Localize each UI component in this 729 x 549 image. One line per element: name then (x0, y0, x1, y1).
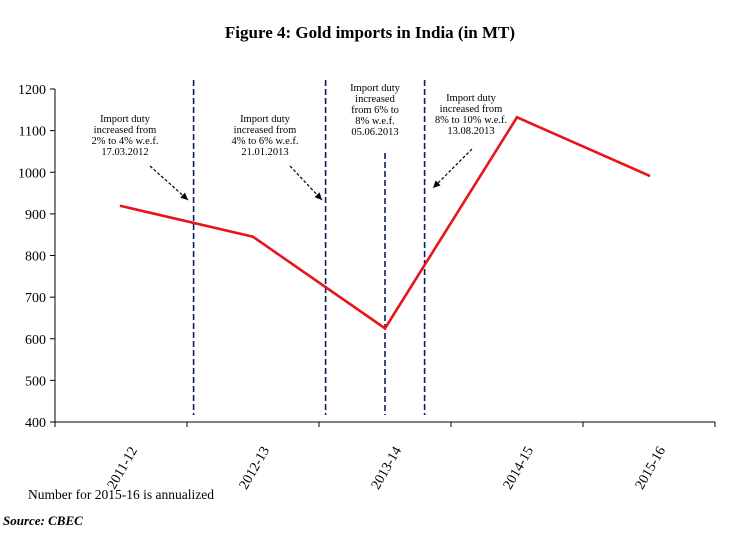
y-tick-label: 400 (25, 416, 46, 431)
y-tick-label: 600 (25, 333, 46, 348)
marker-annotation-line: Import duty (100, 114, 151, 125)
footnote: Number for 2015-16 is annualized (28, 487, 214, 502)
marker-arrow-head (314, 192, 322, 200)
marker-annotation-line: Import duty (446, 93, 497, 104)
x-tick-label: 2013-14 (369, 444, 405, 492)
x-tick-label: 2014-15 (501, 444, 537, 492)
marker-annotation-line: 17.03.2012 (101, 147, 148, 158)
marker-annotation-line: increased from (440, 104, 503, 115)
marker-annotation-line: 4% to 6% w.e.f. (232, 136, 299, 147)
y-tick-label: 1100 (19, 125, 46, 140)
data-point (515, 116, 519, 119)
x-tick-label: 2011-12 (105, 445, 141, 492)
marker-annotation-line: increased from (94, 125, 157, 136)
x-tick-label: 2012-13 (237, 444, 273, 492)
marker-annotation-line: Import duty (240, 114, 291, 125)
marker-annotation-line: 05.06.2013 (351, 127, 398, 138)
data-point (251, 235, 255, 239)
marker-arrow-head (180, 192, 188, 200)
data-point (647, 174, 651, 177)
y-tick-label: 1000 (18, 166, 46, 181)
y-tick-label: 1200 (18, 83, 46, 98)
marker-annotation-line: 21.01.2013 (241, 147, 288, 158)
marker-annotation-line: 13.08.2013 (447, 126, 494, 137)
series-line (120, 115, 650, 331)
marker-annotation-line: increased (355, 94, 395, 105)
marker-arrow-head (433, 180, 441, 188)
y-tick-label: 500 (25, 374, 46, 389)
y-tick-label: 900 (25, 208, 46, 223)
marker-arrow-shaft (149, 165, 189, 201)
y-tick-label: 800 (25, 250, 46, 265)
source-note: Source: CBEC (3, 513, 83, 528)
data-point (119, 204, 123, 208)
y-tick-label: 700 (25, 291, 46, 306)
marker-annotation-line: 2% to 4% w.e.f. (92, 136, 159, 147)
marker-annotation-line: 8% to 10% w.e.f. (435, 115, 507, 126)
marker-annotation-line: from 6% to (351, 105, 399, 116)
marker-arrow-shaft (289, 165, 323, 201)
marker-arrow-shaft (432, 148, 473, 189)
chart-title: Figure 4: Gold imports in India (in MT) (225, 23, 515, 42)
series-group (119, 115, 651, 331)
marker-annotation-line: 8% w.e.f. (355, 116, 395, 127)
marker-annotation-line: increased from (234, 125, 297, 136)
x-tick-label: 2015-16 (633, 444, 669, 492)
data-point (383, 327, 387, 330)
marker-annotation-line: Import duty (350, 83, 401, 94)
